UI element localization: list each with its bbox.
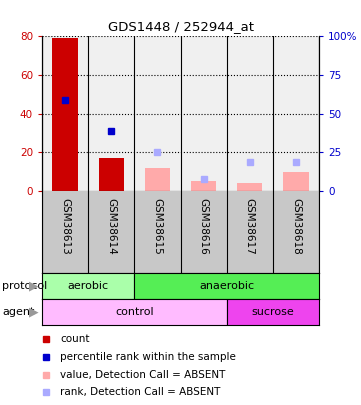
- Text: GSM38613: GSM38613: [60, 198, 70, 254]
- Bar: [42, 273, 134, 299]
- Text: aerobic: aerobic: [68, 281, 109, 291]
- Text: count: count: [60, 335, 90, 344]
- Text: GSM38618: GSM38618: [291, 198, 301, 254]
- Bar: [134, 273, 319, 299]
- Text: anaerobic: anaerobic: [199, 281, 254, 291]
- Text: sucrose: sucrose: [252, 307, 294, 317]
- Bar: [52, 38, 78, 191]
- Bar: [191, 181, 216, 191]
- Text: value, Detection Call = ABSENT: value, Detection Call = ABSENT: [60, 370, 226, 379]
- Bar: [42, 299, 227, 325]
- Title: GDS1448 / 252944_at: GDS1448 / 252944_at: [108, 20, 253, 34]
- Bar: [99, 158, 124, 191]
- Text: GSM38614: GSM38614: [106, 198, 116, 254]
- Text: percentile rank within the sample: percentile rank within the sample: [60, 352, 236, 362]
- Text: rank, Detection Call = ABSENT: rank, Detection Call = ABSENT: [60, 387, 221, 397]
- Text: protocol: protocol: [2, 281, 47, 291]
- Bar: [145, 168, 170, 191]
- Text: GSM38615: GSM38615: [152, 198, 162, 254]
- Text: agent: agent: [2, 307, 34, 317]
- Text: ▶: ▶: [29, 279, 39, 292]
- Bar: [227, 299, 319, 325]
- Text: ▶: ▶: [29, 305, 39, 318]
- Text: control: control: [115, 307, 154, 317]
- Bar: [237, 183, 262, 191]
- Bar: [283, 172, 309, 191]
- Text: GSM38617: GSM38617: [245, 198, 255, 254]
- Text: GSM38616: GSM38616: [199, 198, 209, 254]
